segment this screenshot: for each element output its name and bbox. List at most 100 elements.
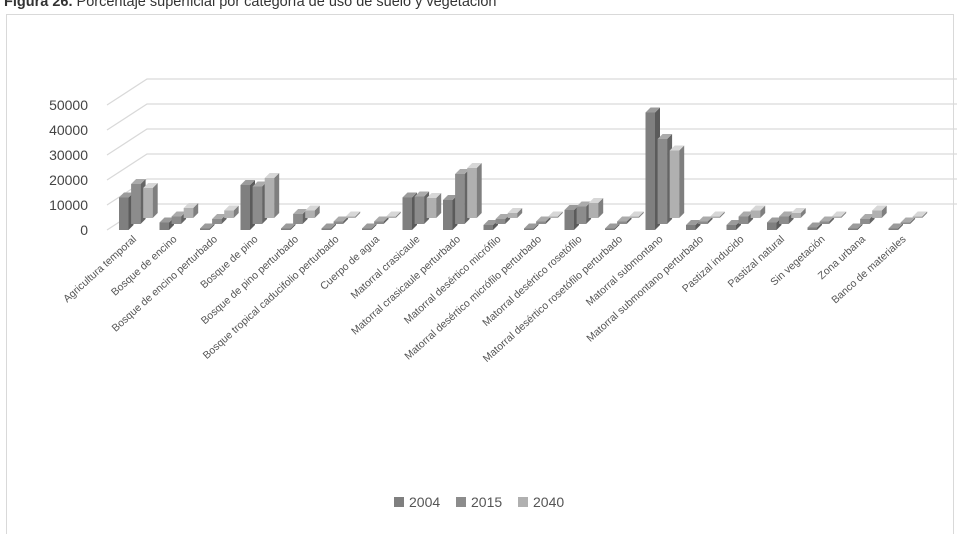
bar [710, 211, 725, 218]
gridline [106, 103, 957, 131]
bar-front [900, 222, 911, 224]
bar-front [686, 225, 696, 230]
bar-top [726, 220, 741, 225]
bar [831, 211, 847, 218]
category-label: Matorral submontano [584, 233, 666, 308]
bar-top [119, 192, 134, 198]
bar-front [119, 197, 129, 230]
y-tick-label: 50000 [49, 97, 88, 113]
bar-top [224, 205, 239, 211]
gridline [106, 178, 957, 206]
bar-side [598, 198, 604, 218]
bar-top [200, 223, 215, 229]
category-label: Agricultura temporal [61, 233, 139, 305]
bar [669, 145, 685, 218]
bar-side [760, 205, 766, 218]
figure-title: Porcentaje superficial por categoría de … [76, 0, 497, 10]
bar [698, 216, 713, 224]
bar-top [467, 163, 482, 168]
bar-top [524, 223, 539, 229]
bar-side [331, 223, 336, 230]
bar-top [483, 220, 498, 225]
bar-front [264, 178, 275, 218]
y-tick-label: 10000 [49, 197, 88, 213]
bar-front [171, 216, 182, 224]
bar-front [281, 228, 291, 230]
bar-top [807, 222, 822, 228]
bar-front [779, 216, 789, 224]
bar-front [738, 216, 749, 224]
bar-side [290, 223, 296, 230]
bar [333, 216, 349, 224]
bar-front [212, 219, 222, 224]
bar-top [831, 211, 847, 217]
bar-side [314, 205, 320, 218]
figure-caption: Figura 26. Porcentaje superficial por ca… [4, 0, 497, 10]
bar [345, 211, 361, 218]
bar [507, 208, 523, 218]
bar-side [614, 223, 620, 230]
bar-front [750, 210, 761, 218]
bar-front [200, 228, 210, 230]
y-tick-label: 20000 [49, 172, 88, 188]
bar [848, 223, 863, 230]
bar [362, 223, 377, 230]
bar-side [209, 223, 215, 230]
bar-front [588, 203, 599, 218]
bar-side [638, 211, 644, 218]
bar-side [841, 211, 847, 218]
bar-top [240, 180, 255, 185]
bar-top [455, 169, 470, 174]
bar-top [669, 145, 685, 151]
bar-front [831, 216, 842, 218]
bar-side [371, 223, 377, 230]
bar-top [386, 211, 401, 217]
bar-front [414, 196, 425, 224]
bar-front [536, 221, 546, 224]
bar-side [910, 217, 916, 224]
bar-front [455, 174, 465, 224]
bar-front [669, 150, 680, 218]
category-label: Banco de materiales [829, 233, 908, 306]
legend-swatch [394, 497, 404, 507]
bar [605, 223, 620, 230]
bar-front [645, 112, 655, 230]
bar-top [779, 211, 794, 217]
bar-side [152, 183, 158, 218]
bar-top [281, 223, 296, 229]
bar-top [345, 211, 361, 217]
bar-front [710, 216, 720, 218]
bar-side [719, 211, 725, 218]
bar-front [345, 216, 356, 218]
bar-front [657, 139, 668, 224]
bar [281, 223, 296, 230]
bar [467, 163, 482, 218]
bar-side [898, 223, 903, 230]
bar [912, 211, 928, 218]
legend-label: 2040 [533, 494, 564, 510]
bar [524, 223, 539, 230]
bar [819, 216, 835, 224]
bar-front [629, 216, 639, 218]
bar-side [383, 216, 389, 224]
bar-top [143, 183, 158, 188]
bar-top [738, 211, 754, 217]
bar [629, 211, 644, 218]
bar-front [807, 227, 817, 230]
bar-side [233, 205, 239, 218]
bar-top [645, 107, 660, 113]
gridline [106, 78, 957, 106]
bar-front [495, 219, 506, 224]
bar-top [131, 179, 146, 184]
bar [200, 223, 215, 230]
legend-swatch [456, 497, 466, 507]
bar-top [252, 181, 268, 187]
bar-top [848, 223, 863, 229]
bar [900, 217, 916, 224]
bar [588, 198, 604, 218]
bar [617, 216, 632, 224]
gridline [106, 128, 957, 156]
y-tick-label: 30000 [49, 147, 88, 163]
bar [791, 208, 806, 218]
